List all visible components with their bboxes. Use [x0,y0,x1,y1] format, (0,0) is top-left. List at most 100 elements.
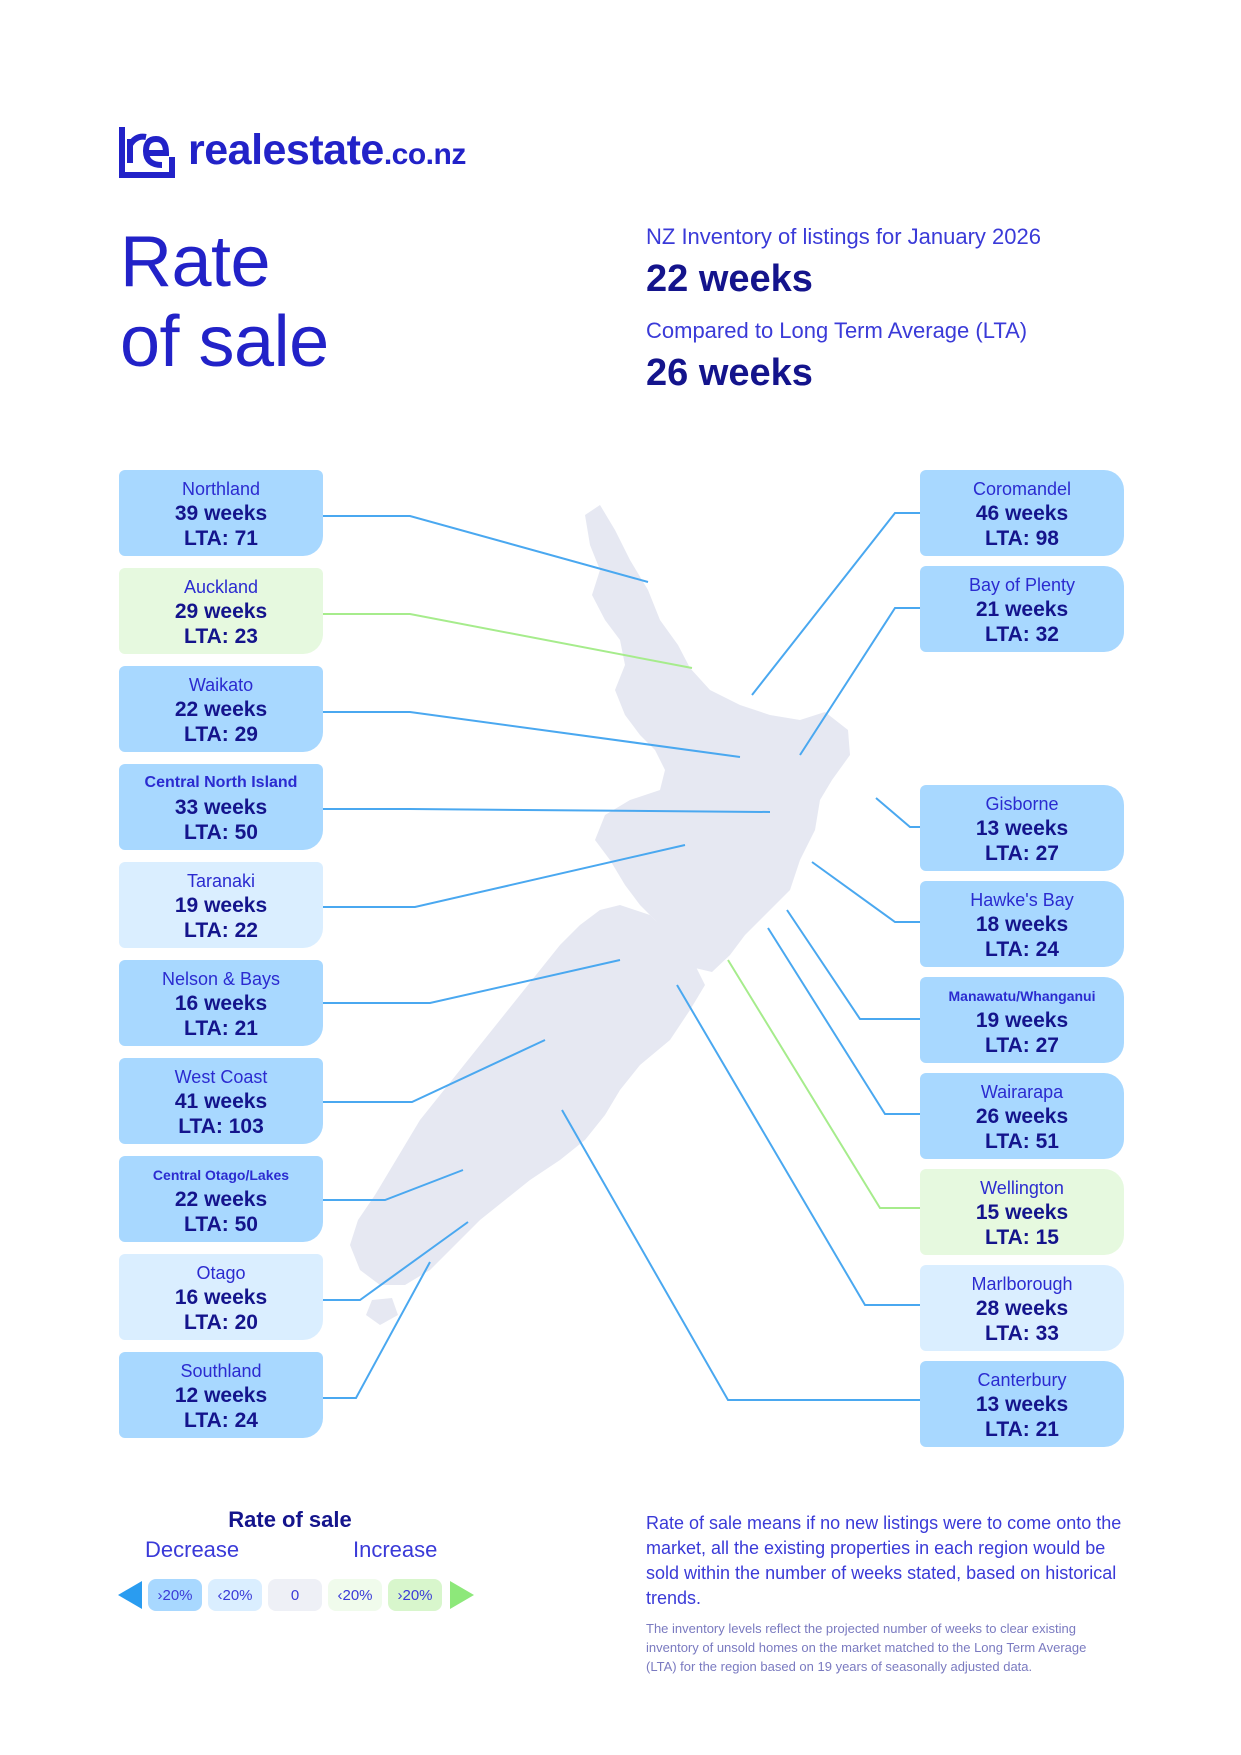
region-card-manawatu-whanganui: Manawatu/Whanganui 19 weeks LTA: 27 [920,977,1124,1063]
region-name: Hawke's Bay [970,890,1074,910]
region-weeks: 16 weeks [174,1286,268,1309]
region-card-central-otago-lakes: Central Otago/Lakes 22 weeks LTA: 50 [119,1156,323,1242]
region-name: Wellington [980,1178,1064,1198]
region-name: Coromandel [972,479,1072,499]
region-name: Otago [196,1263,246,1283]
region-lta: LTA: 50 [184,1213,258,1236]
region-lta: LTA: 32 [985,623,1059,646]
legend-decrease-label: Decrease [145,1537,240,1562]
region-weeks: 22 weeks [174,1188,268,1211]
region-name: Manawatu/Whanganui [948,988,1096,1004]
region-card-canterbury: Canterbury 13 weeks LTA: 21 [920,1361,1124,1447]
line-cni [323,808,771,813]
region-lta: LTA: 22 [184,919,258,942]
region-card-wellington: Wellington 15 weeks LTA: 15 [920,1169,1124,1255]
north-island-shape [585,505,850,972]
region-lta: LTA: 71 [184,527,258,550]
region-weeks: 13 weeks [975,1393,1069,1416]
line-auckland [323,613,693,669]
line-manawatu [786,909,920,1020]
inventory-footnote: The inventory levels reflect the project… [646,1621,1087,1674]
brand-logo[interactable]: realestate.co.nz [118,118,466,182]
line-otago [323,1221,469,1301]
region-card-northland: Northland 39 weeks LTA: 71 [119,470,323,556]
region-lta: LTA: 27 [985,842,1059,865]
region-card-bay-of-plenty: Bay of Plenty 21 weeks LTA: 32 [920,566,1124,652]
region-card-auckland: Auckland 29 weeks LTA: 23 [119,568,323,654]
line-canterbury [561,1109,920,1401]
region-name: Southland [180,1361,262,1381]
region-name: Gisborne [985,794,1059,814]
title-line-2: of sale [120,302,329,382]
stewart-island-shape [366,1298,398,1325]
legend-box-no-change: 0 [268,1579,322,1611]
page-title: Rate of sale [120,222,329,382]
logo-wordmark: realestate.co.nz [188,125,466,174]
line-hawkesbay [811,861,920,923]
region-weeks: 33 weeks [174,796,268,819]
increase-arrow-icon [450,1581,474,1609]
legend-box-increase-under-20: ‹20% [328,1579,382,1611]
line-marlborough [676,984,920,1306]
line-gisborne [875,797,920,828]
region-lta: LTA: 15 [985,1226,1059,1249]
region-card-nelson-bays: Nelson & Bays 16 weeks LTA: 21 [119,960,323,1046]
line-bop [799,607,920,756]
region-lta: LTA: 33 [985,1322,1059,1345]
line-westcoast [323,1039,546,1103]
line-northland [323,515,649,583]
region-lta: LTA: 21 [985,1418,1059,1441]
region-card-marlborough: Marlborough 28 weeks LTA: 33 [920,1265,1124,1351]
legend-box-decrease-under-20: ‹20% [208,1579,262,1611]
lta-label: Compared to Long Term Average (LTA) [646,318,1028,343]
region-lta: LTA: 23 [184,625,258,648]
line-nelson [323,959,621,1004]
region-name: Waikato [188,675,254,695]
region-weeks: 15 weeks [975,1201,1069,1224]
region-card-southland: Southland 12 weeks LTA: 24 [119,1352,323,1438]
region-lta: LTA: 21 [184,1017,258,1040]
region-weeks: 12 weeks [174,1384,268,1407]
lta-value: 26 weeks [646,352,813,394]
region-weeks: 29 weeks [174,600,268,623]
region-card-coromandel: Coromandel 46 weeks LTA: 98 [920,470,1124,556]
region-card-central-north-island: Central North Island 33 weeks LTA: 50 [119,764,323,850]
region-name: Central Otago/Lakes [152,1167,290,1183]
region-name: Central North Island [144,774,298,791]
region-card-taranaki: Taranaki 19 weeks LTA: 22 [119,862,323,948]
line-taranaki [323,844,686,908]
region-lta: LTA: 103 [178,1115,264,1138]
rate-of-sale-explanation: Rate of sale means if no new listings we… [646,1513,1122,1608]
line-southland [323,1261,431,1399]
region-card-wairarapa: Wairarapa 26 weeks LTA: 51 [920,1073,1124,1159]
legend-increase-label: Increase [353,1537,438,1562]
south-island-shape [350,905,705,1285]
region-name: Auckland [183,577,259,597]
region-weeks: 19 weeks [174,894,268,917]
re-logo-icon [119,127,175,178]
region-weeks: 13 weeks [975,817,1069,840]
legend-box-decrease-over-20: ›20% [148,1579,202,1611]
region-name: Canterbury [977,1370,1067,1390]
region-lta: LTA: 98 [985,527,1059,550]
region-weeks: 22 weeks [174,698,268,721]
region-name: Marlborough [971,1274,1073,1294]
region-lta: LTA: 29 [184,723,258,746]
region-name: Bay of Plenty [968,575,1076,595]
region-lta: LTA: 51 [985,1130,1059,1153]
region-weeks: 26 weeks [975,1105,1069,1128]
region-name: Northland [181,479,261,499]
region-lta: LTA: 50 [184,821,258,844]
region-name: Nelson & Bays [161,969,281,989]
line-waikato [323,711,741,758]
region-weeks: 18 weeks [975,913,1069,936]
region-lta: LTA: 20 [184,1311,258,1334]
region-name: Wairarapa [980,1082,1064,1102]
line-wairarapa [767,927,920,1115]
region-card-west-coast: West Coast 41 weeks LTA: 103 [119,1058,323,1144]
region-weeks: 28 weeks [975,1297,1069,1320]
legend-title: Rate of sale [228,1507,352,1532]
region-lta: LTA: 24 [184,1409,258,1432]
inventory-label: NZ Inventory of listings for January 202… [646,224,1041,249]
